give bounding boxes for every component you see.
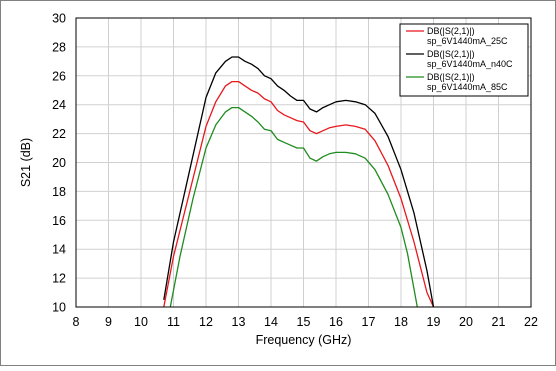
series-line-2: [169, 106, 418, 307]
series-layer: [163, 56, 435, 307]
series-line-1: [163, 56, 435, 307]
x-tick-label: 9: [105, 315, 112, 329]
legend-box: [399, 23, 529, 97]
y-tick-label: 26: [52, 69, 66, 83]
y-tick-label: 16: [52, 214, 66, 228]
x-tick-label: 10: [134, 315, 148, 329]
y-tick-label: 28: [52, 40, 66, 54]
y-tick-label: 22: [52, 127, 66, 141]
x-tick-label: 22: [524, 315, 538, 329]
x-tick-label: 11: [167, 315, 180, 329]
x-tick-label: 14: [264, 315, 278, 329]
plot-area-border: [75, 17, 532, 308]
x-axis-title: Frequency (GHz): [256, 333, 352, 347]
legend-series-label: sp_6V1440mA_85C: [427, 82, 508, 92]
y-tick-label: 24: [52, 98, 66, 112]
x-tick-label: 17: [362, 315, 376, 329]
x-tick-label: 19: [427, 315, 441, 329]
series-line-0: [163, 80, 435, 307]
y-tick-label: 12: [52, 272, 66, 286]
x-tick-label: 15: [297, 315, 311, 329]
x-tick-label: 20: [459, 315, 473, 329]
x-tick-label: 8: [73, 315, 80, 329]
legend-series-name: DB(|S(2,1)|): [427, 26, 475, 36]
y-tick-label: 14: [52, 243, 66, 257]
legend: DB(|S(2,1)|)sp_6V1440mA_25CDB(|S(2,1)|)s…: [399, 23, 529, 97]
y-tick-label: 18: [52, 185, 66, 199]
x-tick-label: 21: [492, 315, 506, 329]
x-tick-label: 18: [394, 315, 408, 329]
y-axis-title: S21 (dB): [19, 138, 33, 187]
tick-label-layer: 8 9 10 11 12 13 14 15 16 17 18 19 20 21 22 10 12 14 16 18 20…: [52, 12, 538, 330]
legend-series-label: sp_6V1440mA_25C: [427, 36, 508, 46]
y-tick-label: 30: [52, 12, 66, 26]
x-tick-label: 12: [199, 315, 213, 329]
y-tick-label: 10: [52, 301, 66, 315]
legend-series-name: DB(|S(2,1)|): [427, 72, 475, 82]
legend-series-name: DB(|S(2,1)|): [427, 49, 475, 59]
x-tick-label: 16: [329, 315, 343, 329]
y-tick-label: 20: [52, 156, 66, 170]
x-tick-label: 13: [232, 315, 246, 329]
legend-series-label: sp_6V1440mA_n40C: [427, 59, 513, 69]
